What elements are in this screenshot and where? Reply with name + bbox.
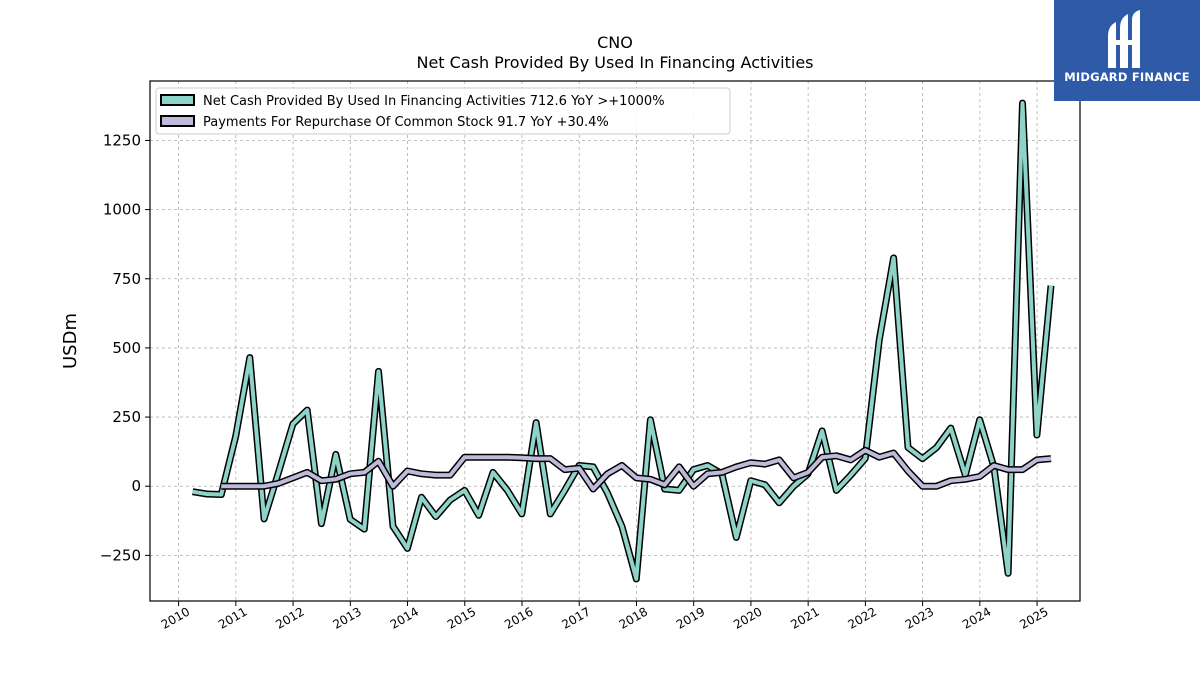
x-tick-label: 2012 xyxy=(273,604,306,631)
legend-box xyxy=(155,87,731,135)
plot-frame xyxy=(149,80,1081,602)
y-tick-label: 1250 xyxy=(103,131,141,149)
series-2-line xyxy=(221,448,1052,491)
x-axis: 2010 2011 2012 2013 2014 2015 2016 2017 2018 2019… xyxy=(159,601,1051,632)
chart-title: CNO xyxy=(597,33,633,52)
x-tick-label: 2021 xyxy=(788,604,821,631)
x-tick-label: 2020 xyxy=(731,604,764,631)
grid xyxy=(150,81,1080,601)
y-tick-label: 500 xyxy=(112,339,141,357)
y-tick-label: 0 xyxy=(131,477,141,495)
chart-subtitle: Net Cash Provided By Used In Financing A… xyxy=(416,53,813,72)
x-tick-label: 2019 xyxy=(674,604,707,631)
x-tick-label: 2023 xyxy=(903,604,936,631)
x-tick-label: 2011 xyxy=(216,604,249,631)
y-tick-label: 1000 xyxy=(103,201,141,219)
brand-logo-icon xyxy=(1108,10,1140,68)
x-tick-label: 2015 xyxy=(445,604,478,631)
legend-label-1: Net Cash Provided By Used In Financing A… xyxy=(203,94,665,109)
x-tick-label: 2025 xyxy=(1017,604,1050,631)
legend: Net Cash Provided By Used In Financing A… xyxy=(155,87,731,135)
x-tick-label: 2022 xyxy=(846,604,879,631)
x-tick-label: 2016 xyxy=(502,604,535,631)
y-tick-label: −250 xyxy=(100,546,141,564)
x-tick-label: 2013 xyxy=(330,604,363,631)
y-tick-label: 750 xyxy=(112,270,141,288)
legend-swatch-2 xyxy=(160,115,195,127)
y-axis-label: USDm xyxy=(60,313,81,369)
legend-label-2: Payments For Repurchase Of Common Stock … xyxy=(203,115,609,130)
brand-logo: MIDGARD FINANCE xyxy=(1054,0,1200,101)
series-1-line xyxy=(192,101,1053,581)
series-layer xyxy=(192,99,1055,583)
x-tick-label: 2018 xyxy=(617,604,650,631)
x-tick-label: 2024 xyxy=(960,604,993,631)
legend-swatch-1 xyxy=(160,94,195,106)
x-tick-label: 2010 xyxy=(159,604,192,631)
y-tick-label: 250 xyxy=(112,408,141,426)
brand-logo-text: MIDGARD FINANCE xyxy=(1064,70,1190,84)
x-tick-label: 2017 xyxy=(559,604,592,631)
y-axis: −250 0 250 500 750 1000 1250 xyxy=(100,131,150,564)
x-tick-label: 2014 xyxy=(388,604,421,631)
